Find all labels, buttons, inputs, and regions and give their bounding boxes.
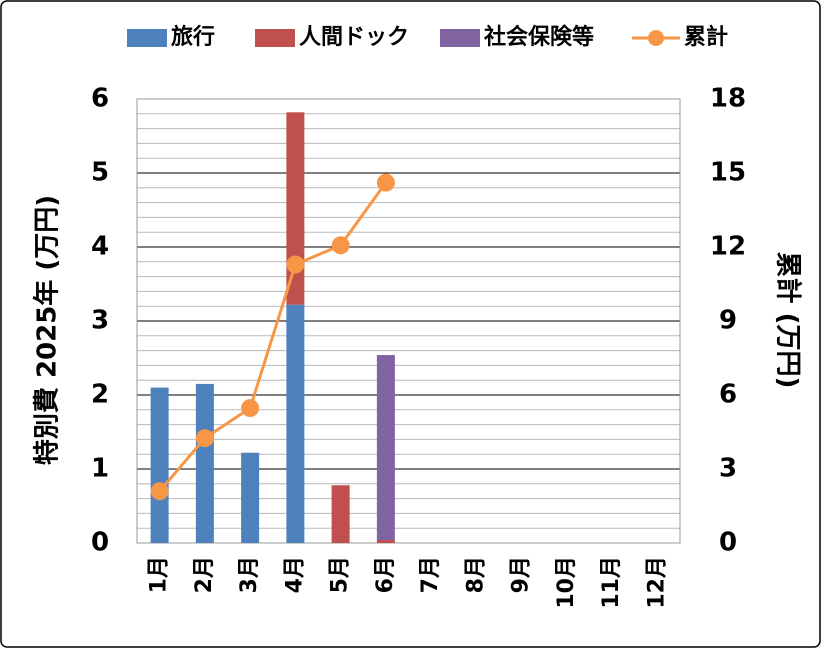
x-tick-label: 4月	[282, 556, 307, 593]
x-tick-label: 2月	[192, 556, 217, 593]
bar	[241, 452, 260, 543]
legend-marker	[648, 30, 664, 46]
line-point	[241, 399, 260, 418]
x-tick-label: 11月	[599, 556, 624, 609]
y-tick-label: 4	[91, 232, 109, 262]
bar	[286, 112, 305, 305]
plot-frame	[136, 98, 681, 544]
bar	[150, 387, 169, 543]
bar	[376, 355, 395, 541]
y-tick-label: 5	[91, 158, 109, 188]
bar	[331, 485, 350, 543]
x-tick-label: 7月	[418, 556, 443, 593]
y2-tick-label: 6	[719, 380, 737, 410]
y2-tick-label: 15	[710, 158, 746, 188]
y-tick-label: 0	[91, 528, 109, 558]
x-tick-label: 5月	[328, 556, 353, 593]
legend-marker	[127, 29, 167, 47]
legend-label: 社会保険等	[484, 24, 594, 50]
y-tick-label: 3	[91, 306, 109, 336]
x-tick-label: 1月	[147, 556, 172, 593]
y-tick-label: 2	[91, 380, 109, 410]
x-tick-label: 9月	[509, 556, 534, 593]
y2-tick-label: 9	[719, 306, 737, 336]
bar	[286, 304, 305, 543]
x-tick-label: 8月	[463, 556, 488, 593]
y-tick-label: 6	[91, 84, 109, 114]
line-point	[331, 236, 350, 255]
legend-marker	[440, 29, 480, 47]
line	[158, 181, 388, 493]
line-point	[150, 482, 169, 501]
x-tick-label: 3月	[237, 556, 262, 593]
legend-label: 累計	[684, 24, 728, 50]
legend-marker	[255, 29, 295, 47]
legend-label: 旅行	[171, 24, 215, 50]
y2-tick-label: 18	[710, 84, 746, 114]
line-point	[195, 429, 214, 448]
line-point	[376, 173, 395, 192]
x-tick-label: 10月	[554, 556, 579, 609]
bar	[376, 540, 395, 543]
y2-tick-label: 12	[710, 232, 746, 262]
y2-tick-label: 3	[719, 454, 737, 484]
x-tick-label: 12月	[644, 556, 669, 609]
y2-axis-label: 累計 (万円)	[773, 252, 804, 389]
y-axis-label: 特別費 2025年 (万円)	[32, 195, 63, 465]
y2-tick-label: 0	[719, 528, 737, 558]
y-tick-label: 1	[91, 454, 109, 484]
x-tick-label: 6月	[373, 556, 398, 593]
legend-label: 人間ドック	[299, 25, 409, 50]
bar	[195, 383, 214, 543]
line-point	[286, 255, 305, 274]
